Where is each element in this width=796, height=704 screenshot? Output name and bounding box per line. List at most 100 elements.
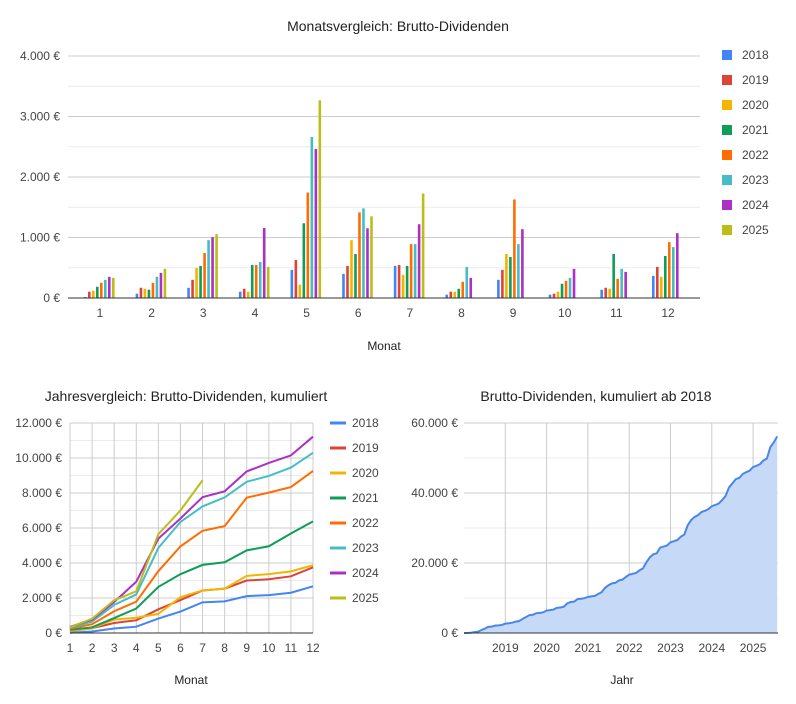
bar (362, 208, 365, 298)
bar (262, 227, 266, 298)
x-tick-label: 7 (406, 306, 413, 320)
bar (560, 283, 564, 298)
y-tick-label: 3.000 € (20, 110, 60, 124)
x-tick-label: 12 (661, 306, 675, 320)
x-tick-label: 2023 (657, 641, 684, 655)
x-tick-label: 5 (155, 641, 162, 655)
bar (409, 244, 413, 298)
bar (354, 254, 357, 298)
x-tick-label: 6 (355, 306, 362, 320)
legend-swatch (722, 125, 732, 135)
bar (366, 228, 369, 298)
legend-label: 2019 (742, 73, 769, 87)
bar (254, 264, 258, 298)
bar (108, 276, 111, 298)
bar (370, 216, 373, 298)
bar (572, 268, 576, 298)
x-tick-label: 11 (610, 306, 623, 320)
bar (242, 288, 246, 298)
x-tick-label: 3 (200, 306, 207, 320)
legend-swatch (722, 225, 732, 235)
series-line-2025 (69, 479, 204, 629)
bar (306, 192, 310, 298)
y-tick-label: 0 € (441, 626, 458, 640)
bar (139, 287, 143, 298)
legend-label: 2022 (742, 148, 769, 162)
y-tick-label: 2.000 € (20, 170, 60, 184)
y-tick-label: 12.000 € (15, 416, 62, 430)
bar (517, 244, 520, 298)
bar (195, 267, 198, 298)
bar (358, 212, 361, 298)
y-tick-label: 40.000 € (411, 486, 458, 500)
legend-label: 2025 (352, 591, 379, 605)
bar-chart-title: Monatsvergleich: Brutto-Dividenden (287, 18, 509, 34)
legend-label: 2025 (742, 223, 769, 237)
bar (397, 264, 401, 298)
bar (453, 291, 457, 298)
bar (513, 199, 516, 298)
x-tick-label: 9 (243, 641, 250, 655)
bar (461, 281, 465, 298)
bar (207, 240, 210, 298)
bar (612, 254, 615, 298)
bar (509, 256, 512, 298)
series-line-2021 (69, 520, 314, 631)
x-tick-label: 2019 (492, 641, 519, 655)
bar (151, 282, 155, 298)
x-tick-label: 8 (221, 641, 228, 655)
y-tick-label: 6.000 € (22, 521, 62, 535)
bar (199, 265, 202, 298)
legend-label: 2018 (742, 48, 769, 62)
bar (310, 137, 314, 298)
legend-label: 2023 (742, 173, 769, 187)
bar (445, 294, 449, 298)
bar (92, 290, 95, 298)
bar (505, 254, 508, 298)
x-tick-label: 1 (67, 641, 74, 655)
bar (497, 279, 500, 298)
legend-swatch (722, 200, 732, 210)
bar (211, 237, 214, 298)
bar (668, 242, 671, 298)
bar-chart-xlabel: Monat (367, 339, 401, 353)
series-line-2022 (69, 470, 314, 630)
legend-label: 2020 (742, 98, 769, 112)
bar (652, 275, 655, 298)
legend-label: 2018 (352, 416, 379, 430)
bar (548, 294, 552, 298)
legend-swatch (722, 50, 732, 60)
bar (302, 223, 306, 298)
bar (191, 279, 194, 298)
bar (294, 260, 298, 298)
x-tick-label: 4 (252, 306, 259, 320)
bar (401, 274, 405, 298)
bar (350, 240, 353, 298)
bar (556, 291, 560, 298)
legend-label: 2019 (352, 441, 379, 455)
x-tick-label: 2024 (698, 641, 725, 655)
x-tick-label: 7 (199, 641, 206, 655)
y-tick-label: 4.000 € (22, 556, 62, 570)
y-tick-label: 60.000 € (411, 416, 458, 430)
bar (620, 268, 623, 298)
bar (318, 100, 322, 298)
bar (672, 247, 675, 298)
legend-label: 2024 (352, 566, 379, 580)
bar (96, 286, 99, 298)
legend-swatch (722, 150, 732, 160)
bar (147, 289, 151, 298)
bar (215, 234, 218, 298)
series-line-2023 (69, 451, 314, 629)
x-tick-label: 8 (458, 306, 465, 320)
line-chart-xlabel: Monat (174, 673, 208, 687)
x-tick-label: 5 (303, 306, 310, 320)
bar (656, 266, 659, 298)
bar (203, 253, 206, 298)
x-tick-label: 10 (262, 641, 276, 655)
line-chart-title: Jahresvergleich: Brutto-Dividenden, kumu… (45, 388, 328, 404)
y-tick-label: 1.000 € (20, 231, 60, 245)
x-tick-label: 12 (306, 641, 320, 655)
x-tick-label: 2020 (533, 641, 560, 655)
